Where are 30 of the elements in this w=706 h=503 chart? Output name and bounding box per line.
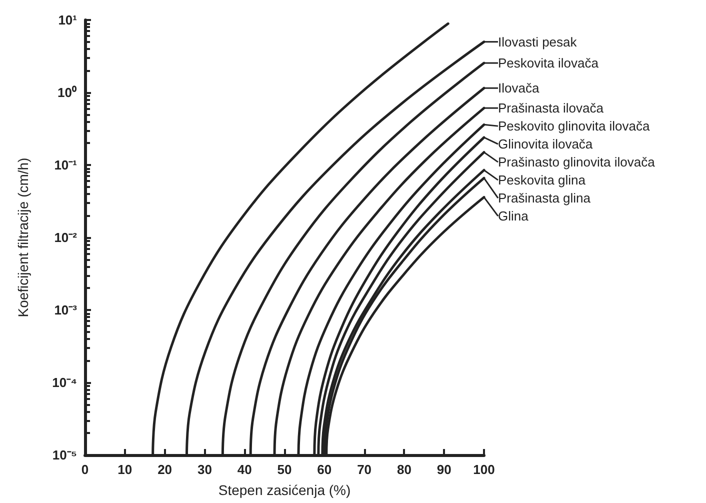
legend-label: Peskovita ilovača [498, 56, 600, 71]
x-tick-label: 40 [237, 462, 252, 477]
x-tick-label: 30 [197, 462, 212, 477]
x-tick-label: 20 [158, 462, 172, 477]
y-tick-label: 10⁰ [58, 85, 77, 100]
x-tick-label: 100 [473, 462, 495, 477]
legend-label: Peskovito glinovita ilovača [498, 118, 651, 134]
legend-label: Ilovasti pesak [498, 34, 578, 50]
x-tick-label: 10 [118, 462, 132, 477]
y-tick-label: 10¹ [58, 12, 77, 28]
y-tick-label: 10⁻⁵ [52, 448, 77, 462]
legend-label: Glinovita ilovača [498, 136, 594, 152]
x-axis-title: Stepen zasićenja (%) [218, 482, 351, 498]
legend-label: Ilovača [498, 80, 540, 96]
y-axis-title: Koeficijent filtracije (cm/h) [15, 158, 31, 318]
y-tick-label: 10⁻² [54, 230, 78, 245]
series-label: Glina [498, 208, 530, 224]
legend-label: Prašinasta ilovača [498, 100, 604, 116]
legend-label: Prašinasto glinovita ilovača [498, 154, 656, 170]
x-tick-label: 90 [436, 462, 452, 477]
x-tick-label: 80 [396, 462, 412, 477]
y-tick-label: 10⁻¹ [54, 158, 77, 172]
y-tick-label: 10⁻⁴ [52, 375, 77, 390]
x-tick-label: 50 [277, 462, 292, 477]
x-tick-label: 0 [81, 462, 89, 477]
legend-label: Peskovita glina [498, 172, 586, 188]
x-tick-label: 60 [317, 462, 332, 477]
y-tick-label: 10⁻³ [54, 302, 78, 318]
x-tick-label: 70 [357, 462, 372, 477]
legend-label: Prašinasta glina [498, 190, 592, 206]
